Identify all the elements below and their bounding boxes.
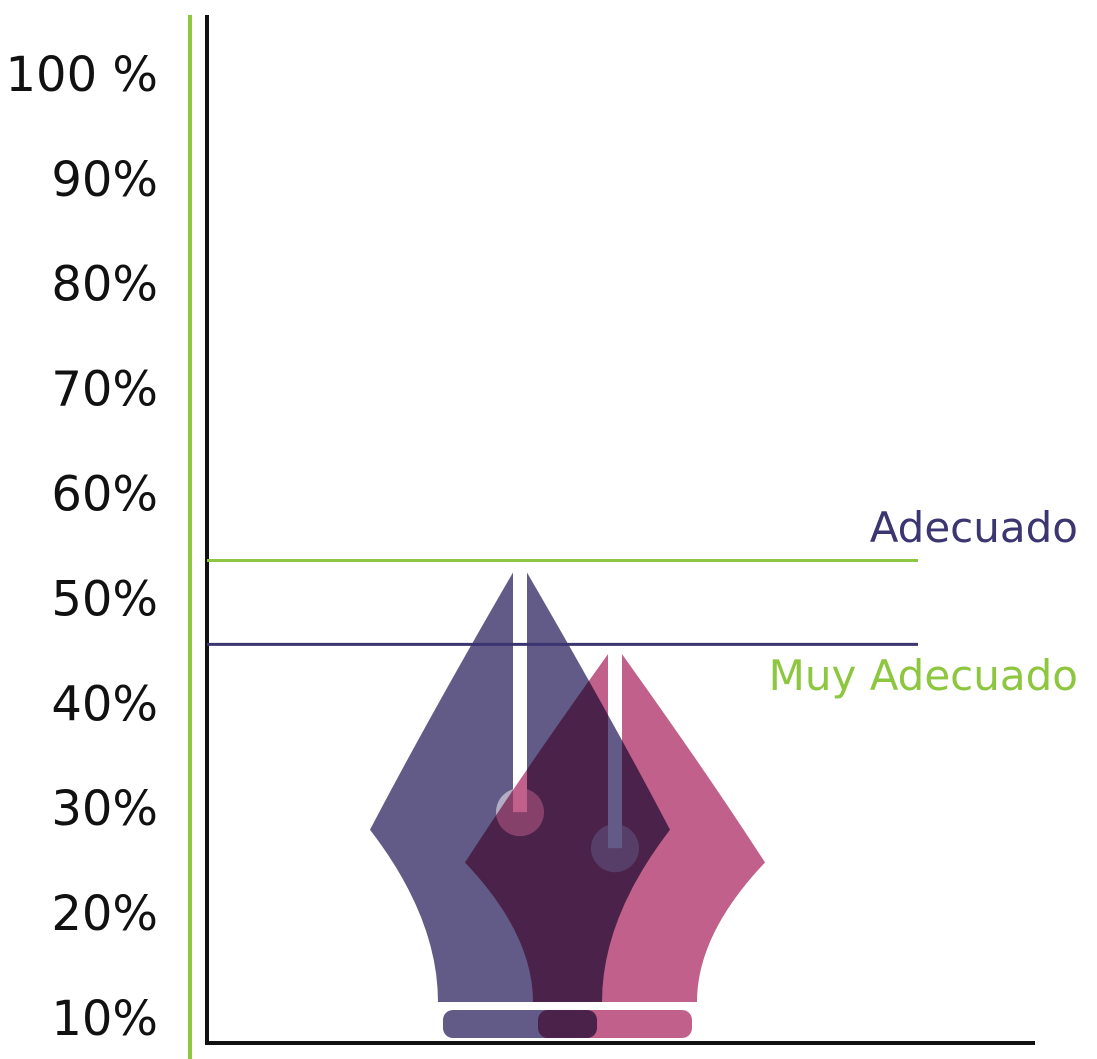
legend-label: Adecuado (870, 503, 1078, 552)
y-tick-label: 80% (51, 257, 158, 313)
chart: 100 % 90% 80% 70% 60% 50% 40% 30% 20% 10% Adecuado… (0, 0, 1097, 1059)
nib-slit (608, 644, 622, 848)
y-tick-label: 40% (51, 676, 158, 732)
nib-hole (591, 824, 639, 872)
y-tick-label: 50% (51, 571, 158, 627)
y-tick-label: 20% (51, 886, 158, 942)
y-tick-label: 90% (51, 152, 158, 208)
page: {"chart_data": {"type": "pen-nib", "ylim… (0, 0, 1097, 1059)
y-tick-label: 70% (51, 362, 158, 418)
nib-collar (538, 1010, 692, 1038)
y-tick-label: 10% (51, 991, 158, 1047)
y-tick-label: 100 % (6, 47, 158, 103)
y-tick-label: 30% (51, 781, 158, 837)
legend-label: Muy Adecuado (769, 651, 1078, 700)
y-tick-label: 60% (51, 467, 158, 523)
